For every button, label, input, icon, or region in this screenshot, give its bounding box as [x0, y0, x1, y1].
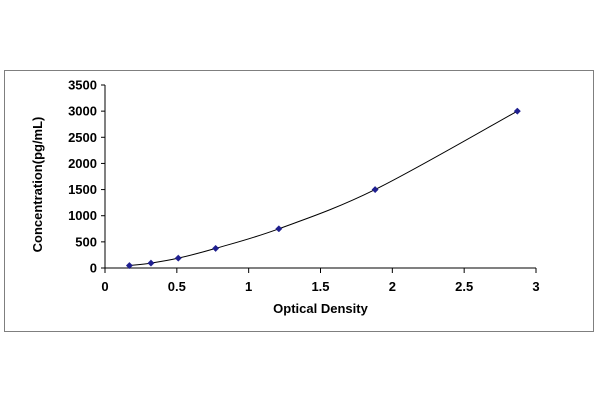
y-tick-label: 1500: [68, 182, 97, 197]
data-point: [125, 261, 133, 270]
series-layer: [125, 107, 521, 270]
data-point: [513, 107, 521, 115]
x-tick-label: 0.5: [168, 279, 186, 294]
data-point: [371, 186, 379, 194]
data-point: [174, 254, 182, 262]
x-tick-label: 1.5: [311, 279, 329, 294]
y-tick-label: 2000: [68, 156, 97, 171]
data-point: [275, 225, 283, 233]
y-axis-title: Concentration(pg/mL): [30, 117, 45, 253]
x-axis-title: Optical Density: [273, 301, 368, 316]
y-tick-label: 1000: [68, 208, 97, 223]
y-tick-label: 0: [90, 261, 97, 276]
y-tick-label: 500: [75, 234, 97, 249]
data-point: [147, 259, 155, 267]
fit-curve: [129, 110, 518, 267]
data-point: [212, 244, 220, 252]
y-tick-label: 3500: [68, 78, 97, 93]
x-tick-label: 0: [101, 279, 108, 294]
x-axis: 0 0.5 1 1.5 2 2.5 3: [101, 267, 540, 294]
y-axis: 0 500 1000 1500 2000 2500 3000 3500: [68, 78, 106, 276]
x-tick-label: 3: [532, 279, 539, 294]
y-tick-label: 2500: [68, 130, 97, 145]
y-tick-label: 3000: [68, 104, 97, 119]
x-tick-label: 1: [245, 279, 252, 294]
x-tick-label: 2: [389, 279, 396, 294]
chart-frame: [4, 70, 594, 332]
x-tick-label: 2.5: [455, 279, 473, 294]
